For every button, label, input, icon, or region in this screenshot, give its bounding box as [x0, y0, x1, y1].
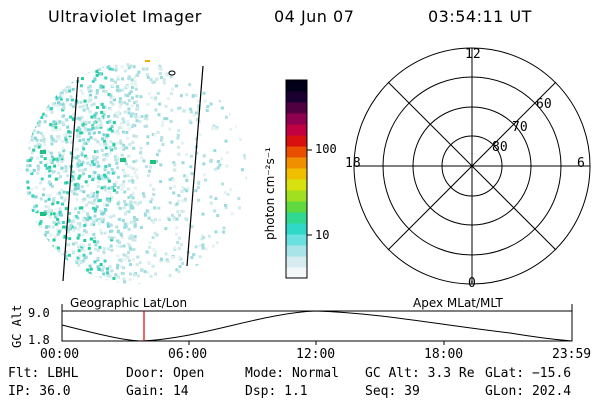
- filter-info: Flt: LBHL: [8, 366, 79, 381]
- geo-boundary-line-right: [186, 65, 204, 267]
- lat-label-60: 60: [536, 97, 552, 112]
- colorbar-unit-label: photon cm⁻²s⁻¹: [263, 147, 277, 240]
- small-marker: [168, 70, 176, 76]
- gc-alt-info: GC Alt: 3.3 Re: [365, 366, 475, 381]
- lat-label-80: 80: [492, 140, 508, 155]
- mode-info: Mode: Normal: [245, 366, 339, 381]
- glat-info: GLat: −15.6: [485, 366, 572, 381]
- x-tick-1800: 18:00: [424, 347, 464, 362]
- gain-info: Gain: 14: [126, 384, 189, 399]
- instrument-title: Ultraviolet Imager: [48, 7, 202, 26]
- lat-label-70: 70: [512, 120, 528, 135]
- door-info: Door: Open: [126, 366, 205, 381]
- x-tick-2359: 23:59: [552, 347, 592, 362]
- time-label: 03:54:11 UT: [428, 7, 532, 26]
- uv-image: [25, 60, 247, 284]
- polar-plot: [353, 47, 591, 285]
- x-tick-0600: 06:00: [168, 347, 208, 362]
- glon-info: GLon: 202.4: [485, 384, 572, 399]
- colorbar-tick-10: 10: [315, 228, 330, 242]
- color-bar: [286, 80, 307, 279]
- mlt-label-6: 6: [577, 156, 585, 171]
- ip-info: IP: 36.0: [8, 384, 71, 399]
- date-label: 04 Jun 07: [274, 7, 355, 26]
- x-tick-1200: 12:00: [296, 347, 336, 362]
- dsp-info: Dsp: 1.1: [245, 384, 308, 399]
- y-tick-9: 9.0: [28, 306, 50, 320]
- x-tick-0000: 00:00: [40, 347, 80, 362]
- geo-boundary-line-left: [62, 76, 79, 282]
- y-tick-1-8: 1.8: [28, 333, 50, 347]
- gc-alt-axis-title: GC Alt: [10, 304, 24, 348]
- mlt-label-18: 18: [345, 156, 361, 171]
- apex-label: Apex MLat/MLT: [413, 296, 503, 310]
- altitude-timeline: [61, 304, 573, 345]
- colorbar-tick-100: 100: [315, 142, 337, 156]
- seq-info: Seq: 39: [365, 384, 420, 399]
- sun-marker: [145, 60, 150, 62]
- mlt-label-0: 0: [468, 276, 476, 291]
- geographic-label: Geographic Lat/Lon: [70, 296, 188, 310]
- mlt-label-12: 12: [465, 47, 481, 62]
